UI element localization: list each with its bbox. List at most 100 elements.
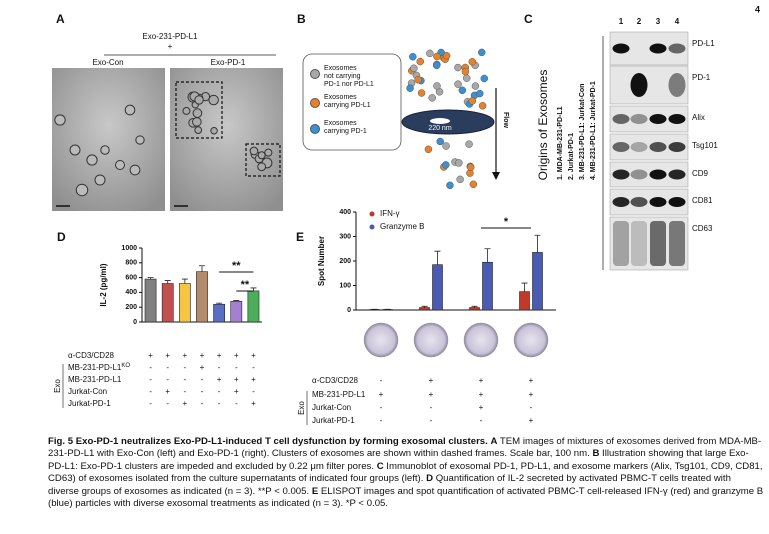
caption-part-text: TEM images of mixtures of exosomes deriv…: [48, 436, 762, 460]
exosome: [75, 183, 89, 197]
exosome: [69, 144, 81, 156]
condition-text: Jurkat-Con: [68, 387, 107, 396]
y-tick-label: 200: [339, 258, 351, 265]
cluster-frame: [245, 143, 281, 177]
tem-image: [170, 68, 283, 211]
exosome: [192, 117, 202, 127]
y-axis-label: Spot Number: [317, 236, 326, 286]
legend-text: Exosomes: [324, 65, 357, 72]
y-tick-label: 0: [347, 307, 351, 314]
exosome: [468, 97, 477, 105]
exosome: [478, 102, 487, 110]
condition-mark: +: [165, 387, 170, 396]
caption-part-text: Immunoblot of exosomal PD-1, PD-L1, and …: [48, 460, 763, 485]
condition-label: MB-231-PD-L1: [68, 375, 122, 384]
error-bar: [484, 248, 491, 263]
legend-text: carrying PD-1: [324, 128, 367, 135]
exosome: [468, 58, 477, 66]
caption-part-label: D: [426, 473, 434, 485]
blot-band: [649, 114, 667, 124]
condition-mark: -: [201, 375, 204, 384]
condition-mark: -: [184, 387, 187, 396]
exosome: [436, 137, 444, 146]
bar: [161, 283, 174, 323]
flow-label: Flow: [502, 112, 509, 128]
error-bar: [521, 282, 528, 292]
error-bar: [250, 287, 257, 291]
legend-text: PD-1 nor PD-L1: [324, 81, 374, 88]
exosome: [416, 57, 424, 66]
legend-text: IFN-γ: [380, 209, 400, 218]
condition-mark: +: [429, 390, 434, 399]
y-tick-label: 400: [339, 209, 351, 216]
error-bar: [471, 305, 478, 308]
exosome: [446, 181, 454, 190]
blot-band: [612, 114, 630, 124]
caption-part-text: ELISPOT images and spot quantification o…: [48, 485, 764, 510]
condition-label: Jurkat-Con: [68, 387, 107, 396]
condition-text: Jurkat-Con: [312, 403, 351, 412]
exosome: [249, 146, 259, 156]
exosome: [461, 67, 470, 76]
exosome: [433, 82, 441, 90]
error-bar: [199, 265, 205, 272]
condition-mark: -: [201, 399, 204, 408]
exosome: [424, 145, 433, 154]
elispot-well: [413, 322, 449, 358]
exosome: [480, 74, 489, 83]
error-bar: [233, 300, 240, 302]
condition-mark: +: [251, 351, 256, 360]
blot-band: [630, 169, 648, 180]
caption-part-text: Illustration showing that large Exo-PD-L…: [48, 448, 749, 472]
elispot-well: [463, 322, 499, 358]
lane-number: 4: [675, 17, 680, 26]
blot-band: [668, 73, 686, 97]
exosome: [442, 161, 450, 169]
marker-label: CD9: [692, 169, 709, 178]
condition-mark: +: [234, 375, 239, 384]
bar: [144, 278, 157, 323]
lane-number: 2: [637, 17, 642, 26]
y-tick-label: 0: [133, 319, 137, 326]
legend-text: Exosomes: [324, 120, 357, 127]
blot-band: [668, 169, 686, 180]
exosome: [182, 106, 191, 115]
legend-box: [302, 53, 402, 151]
condition-mark: -: [380, 416, 383, 425]
exosome: [115, 160, 125, 170]
exosome: [409, 52, 417, 61]
condition-label: MB-231-PD-L1KO: [68, 363, 130, 373]
condition-label: Jurkat-PD-1: [68, 399, 111, 408]
filter-pore: [430, 118, 450, 124]
plus-label: +: [168, 42, 173, 51]
caption-part-label: E: [311, 485, 319, 497]
exosome: [86, 154, 98, 166]
bar: [178, 283, 191, 323]
legend-text: Exosomes: [324, 94, 357, 101]
condition-mark: +: [200, 363, 205, 372]
blot-band: [649, 197, 667, 207]
origin-label: 3. MB-231-PD-L1: Jurkat-Con: [579, 84, 586, 180]
condition-text: α-CD3/CD28: [68, 351, 115, 360]
significance-label: *: [504, 216, 509, 228]
condition-label: α-CD3/CD28: [312, 376, 359, 385]
exosome: [208, 94, 219, 106]
condition-mark: -: [166, 399, 169, 408]
bar: [482, 261, 493, 311]
exosome: [257, 151, 266, 160]
origins-list: 1. MDA-MB-231-PD-L1 2. Jurkat-PD-1 3. MB-2…: [557, 81, 597, 180]
cluster-frame: [175, 81, 223, 139]
tem-image: [52, 68, 165, 211]
exosome-particles: [54, 91, 273, 197]
exosome: [471, 82, 480, 90]
exosome: [414, 75, 422, 84]
condition-mark: +: [183, 399, 188, 408]
group-label: Exo: [297, 401, 306, 415]
condition-mark: -: [430, 403, 433, 412]
exosome: [426, 49, 434, 58]
condition-mark: -: [149, 363, 152, 372]
condition-text: MB-231-PD-L1: [68, 375, 122, 384]
legend-marker: [310, 69, 320, 79]
significance-label: **: [241, 279, 250, 291]
